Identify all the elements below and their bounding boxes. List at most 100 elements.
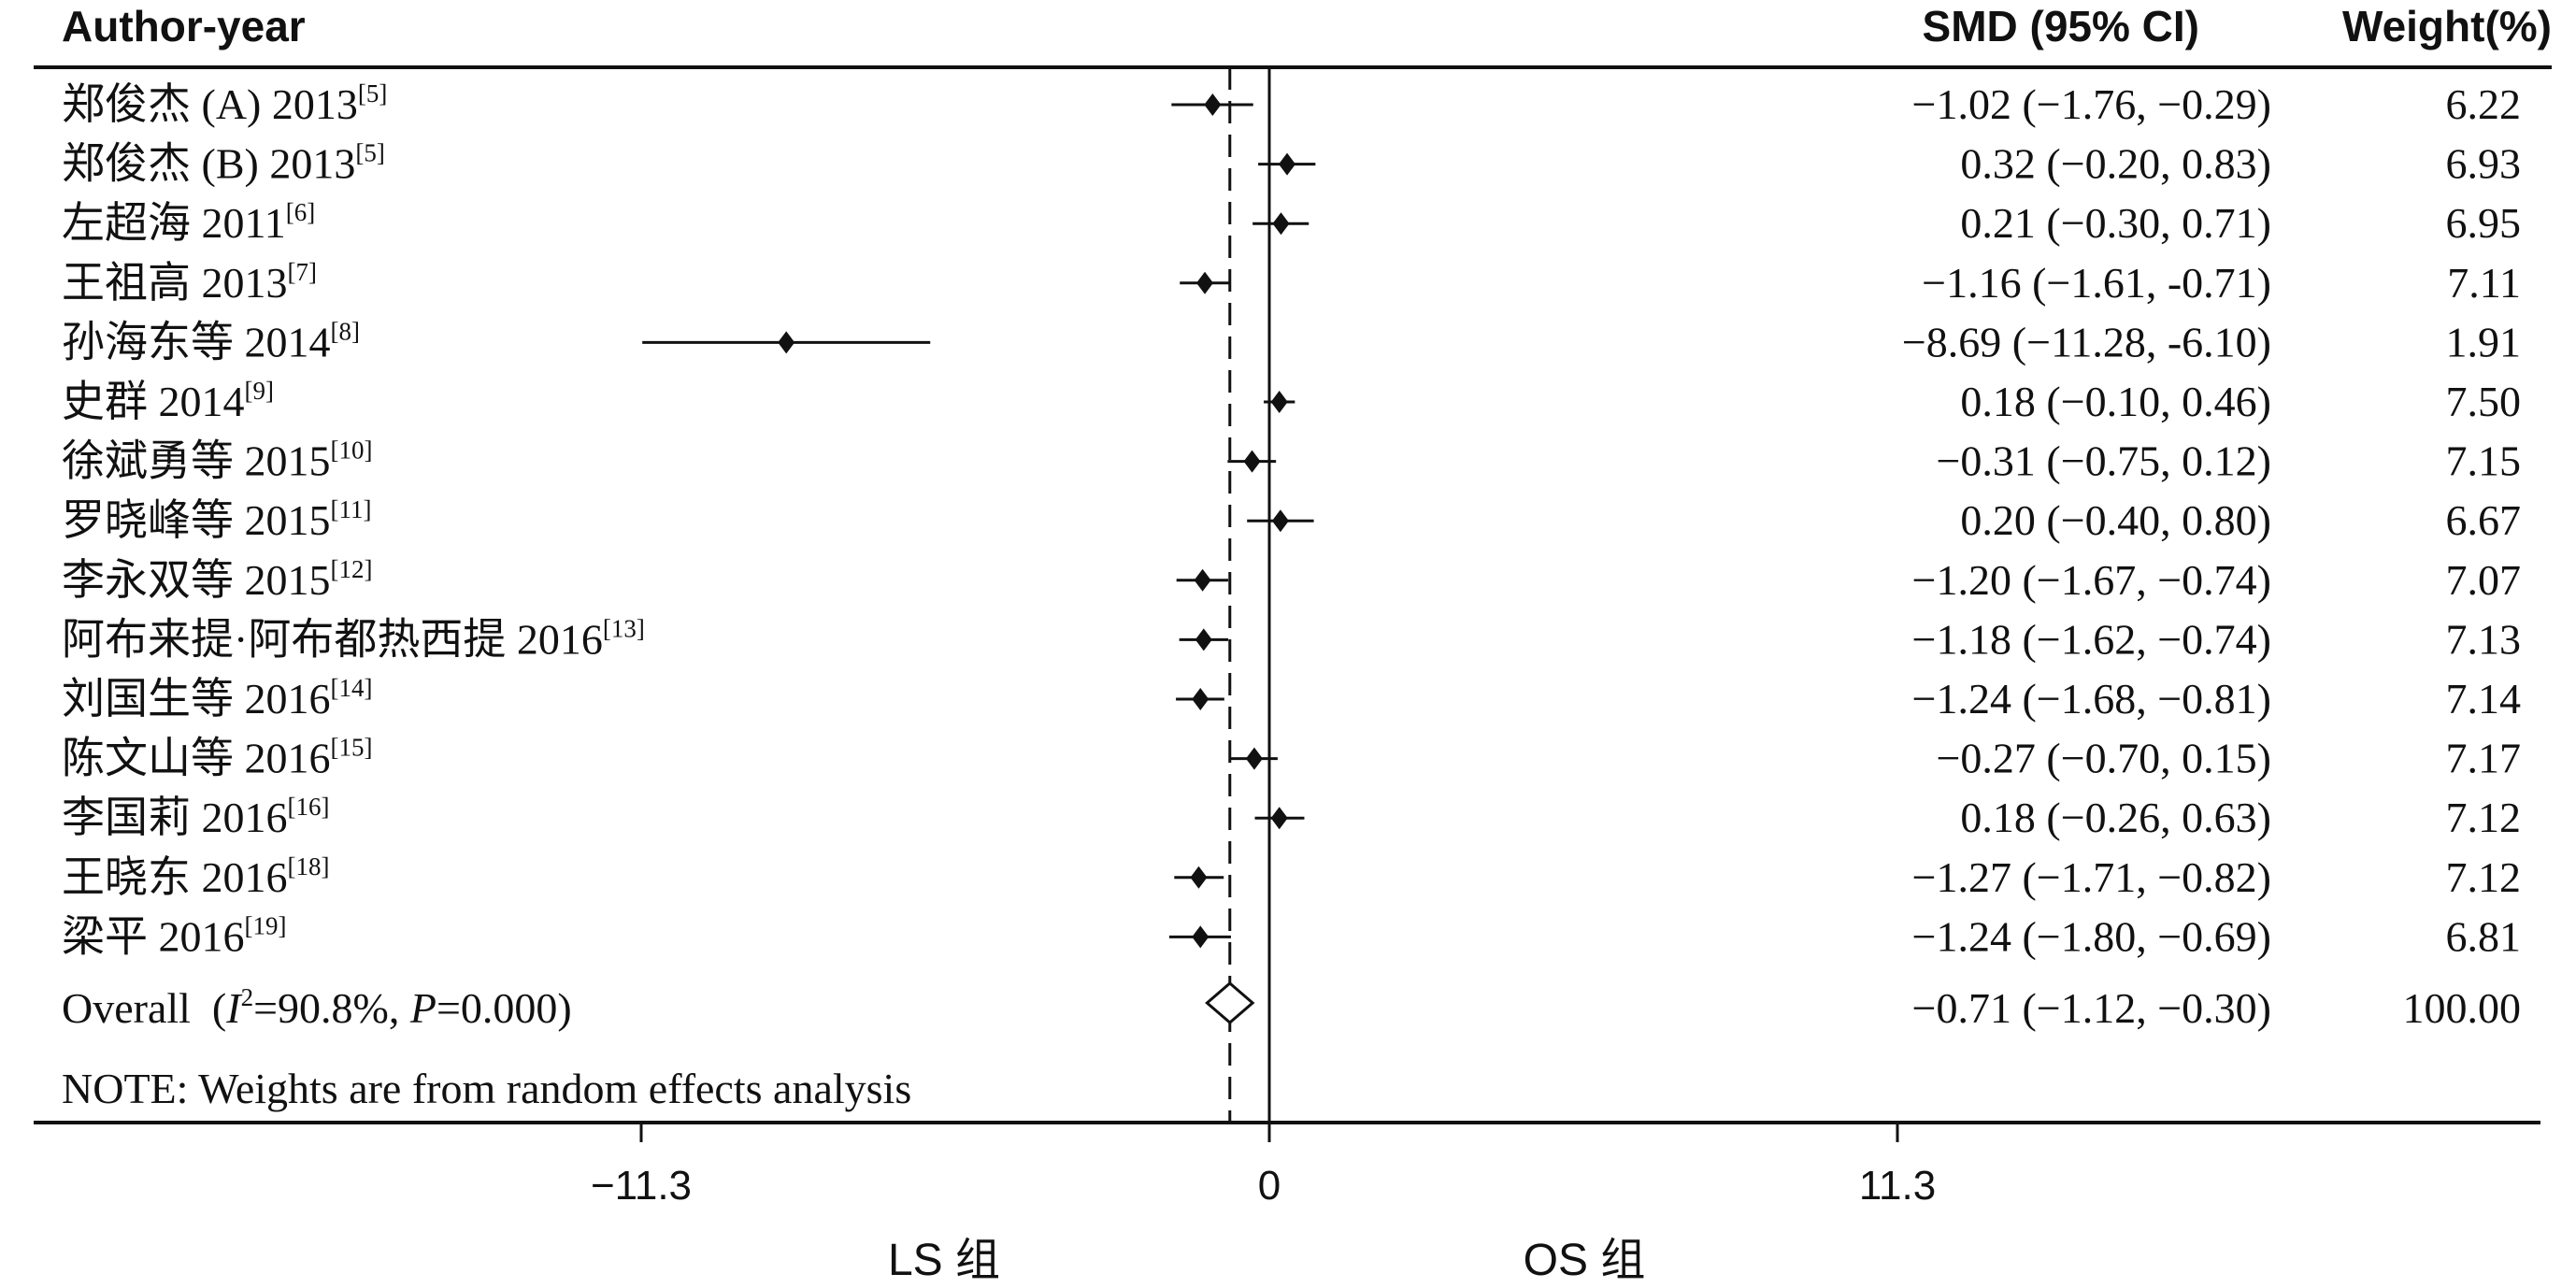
study-row: 罗晓峰等 2015[11] 0.20 (−0.40, 0.80) 6.67 — [62, 495, 2521, 544]
study-name: 史群 2014 — [62, 378, 245, 425]
point-estimate-marker — [1272, 212, 1290, 236]
tick-label: 11.3 — [1859, 1163, 1936, 1209]
study-label: 陈文山等 2016[15] — [62, 734, 372, 782]
study-weight: 1.91 — [2446, 318, 2522, 365]
study-ref: [8] — [331, 317, 360, 345]
study-ref: [18] — [288, 852, 330, 880]
study-ref: [16] — [288, 793, 330, 821]
study-ref: [5] — [358, 79, 387, 107]
point-estimate-marker — [1190, 866, 1208, 889]
point-estimate-marker — [1243, 450, 1261, 473]
point-estimate-marker — [1192, 688, 1209, 710]
study-row: 阿布来提·阿布都热西提 2016[13] −1.18 (−1.62, −0.74)… — [62, 614, 2521, 663]
study-weight: 7.11 — [2447, 259, 2521, 307]
study-smd-ci: −1.24 (−1.80, −0.69) — [1912, 912, 2271, 960]
study-smd-ci: 0.18 (−0.10, 0.46) — [1960, 378, 2271, 425]
study-weight: 6.81 — [2446, 912, 2522, 960]
study-ref: [6] — [286, 198, 315, 226]
header-author-year: Author-year — [62, 2, 306, 50]
study-name: 阿布来提·阿布都热西提 2016 — [62, 615, 603, 663]
header-smd-ci: SMD (95% CI) — [1923, 2, 2199, 50]
overall-diamond — [1205, 981, 1255, 1024]
overall-label: Overall (I2=90.8%, P=0.000) — [62, 983, 572, 1032]
study-weight: 7.12 — [2446, 794, 2522, 841]
study-row: 李永双等 2015[12] −1.20 (−1.67, −0.74) 7.07 — [62, 555, 2521, 604]
point-estimate-marker — [1196, 271, 1214, 294]
study-row: 刘国生等 2016[14] −1.24 (−1.68, −0.81) 7.14 — [62, 674, 2521, 723]
study-smd-ci: 0.21 (−0.30, 0.71) — [1960, 199, 2271, 247]
study-label: 徐斌勇等 2015[10] — [62, 436, 372, 485]
study-ref: [15] — [331, 734, 373, 762]
study-weight: 7.12 — [2446, 853, 2522, 901]
point-estimate-marker — [1270, 807, 1288, 830]
overall-weight: 100.00 — [2403, 984, 2522, 1032]
study-label: 王祖高 2013[7] — [62, 258, 317, 307]
study-weight: 7.17 — [2446, 735, 2522, 782]
study-weight: 7.07 — [2446, 556, 2522, 604]
study-name: 徐斌勇等 2015 — [62, 437, 331, 485]
point-estimate-marker — [1271, 509, 1289, 533]
study-weight: 6.22 — [2446, 80, 2522, 128]
study-smd-ci: −1.18 (−1.62, −0.74) — [1912, 615, 2271, 663]
point-estimate-marker — [1195, 628, 1212, 651]
study-label: 郑俊杰 (B) 2013[5] — [62, 139, 385, 188]
point-estimate-marker — [1192, 925, 1209, 949]
study-ref: [19] — [245, 911, 287, 939]
study-weight: 7.15 — [2446, 437, 2522, 485]
header-weight: Weight(%) — [2342, 2, 2552, 50]
study-name: 左超海 2011 — [62, 199, 286, 247]
study-row: 史群 2014[9] 0.18 (−0.10, 0.46) 7.50 — [62, 377, 2521, 425]
x-axis-ticks: −11.3 0 11.3 — [591, 1123, 1936, 1209]
study-name: 王祖高 2013 — [62, 259, 288, 307]
study-name: 郑俊杰 (B) 2013 — [62, 140, 355, 188]
side-label-left: LS 组 — [888, 1236, 1000, 1285]
study-ref: [13] — [603, 614, 645, 642]
study-row: 郑俊杰 (B) 2013[5] 0.32 (−0.20, 0.83) 6.93 — [62, 139, 2521, 188]
study-row: 王祖高 2013[7] −1.16 (−1.61, -0.71) 7.11 — [62, 258, 2521, 307]
study-row: 左超海 2011[6] 0.21 (−0.30, 0.71) 6.95 — [62, 198, 2521, 247]
study-label: 郑俊杰 (A) 2013[5] — [62, 79, 387, 128]
study-label: 刘国生等 2016[14] — [62, 674, 372, 723]
study-label: 罗晓峰等 2015[11] — [62, 495, 371, 544]
study-label: 史群 2014[9] — [62, 377, 274, 425]
study-weight: 6.95 — [2446, 199, 2522, 247]
study-label: 孙海东等 2014[8] — [62, 317, 360, 365]
point-estimate-marker — [1279, 152, 1296, 176]
study-label: 李永双等 2015[12] — [62, 555, 372, 604]
study-smd-ci: −1.16 (−1.61, -0.71) — [1922, 259, 2271, 307]
study-name: 李永双等 2015 — [62, 556, 331, 604]
study-label: 王晓东 2016[18] — [62, 852, 329, 901]
study-smd-ci: 0.18 (−0.26, 0.63) — [1960, 794, 2271, 841]
study-row: 孙海东等 2014[8] −8.69 (−11.28, -6.10) 1.91 — [62, 317, 2521, 365]
study-ref: [5] — [355, 139, 384, 167]
study-name: 罗晓峰等 2015 — [62, 496, 331, 544]
study-smd-ci: −1.27 (−1.71, −0.82) — [1912, 853, 2271, 901]
weights-note: NOTE: Weights are from random effects an… — [62, 1065, 911, 1112]
study-ref: [7] — [288, 258, 317, 286]
study-rows: 郑俊杰 (A) 2013[5] −1.02 (−1.76, −0.29) 6.22郑… — [62, 79, 2521, 960]
tick-label: 0 — [1258, 1163, 1281, 1209]
study-smd-ci: −1.24 (−1.68, −0.81) — [1912, 675, 2271, 723]
study-ref: [12] — [331, 555, 373, 583]
study-name: 郑俊杰 (A) 2013 — [62, 80, 358, 128]
study-name: 孙海东等 2014 — [62, 318, 331, 365]
study-ref: [11] — [331, 495, 372, 523]
study-row: 陈文山等 2016[15] −0.27 (−0.70, 0.15) 7.17 — [62, 734, 2521, 782]
study-row: 梁平 2016[19] −1.24 (−1.80, −0.69) 6.81 — [62, 911, 2521, 960]
study-weight: 6.93 — [2446, 140, 2522, 188]
study-name: 李国莉 2016 — [62, 794, 288, 841]
study-row: 王晓东 2016[18] −1.27 (−1.71, −0.82) 7.12 — [62, 852, 2521, 901]
study-smd-ci: −8.69 (−11.28, -6.10) — [1902, 318, 2271, 365]
study-row: 李国莉 2016[16] 0.18 (−0.26, 0.63) 7.12 — [62, 793, 2521, 841]
overall-smd-ci: −0.71 (−1.12, −0.30) — [1912, 984, 2271, 1032]
study-smd-ci: −1.02 (−1.76, −0.29) — [1912, 80, 2271, 128]
study-name: 刘国生等 2016 — [62, 675, 331, 723]
study-smd-ci: −0.27 (−0.70, 0.15) — [1936, 735, 2271, 782]
point-estimate-marker — [1204, 93, 1222, 116]
study-name: 梁平 2016 — [62, 912, 245, 960]
study-name: 王晓东 2016 — [62, 853, 288, 901]
study-row: 徐斌勇等 2015[10] −0.31 (−0.75, 0.12) 7.15 — [62, 436, 2521, 485]
study-ref: [14] — [331, 674, 373, 702]
point-estimate-marker — [778, 331, 795, 354]
